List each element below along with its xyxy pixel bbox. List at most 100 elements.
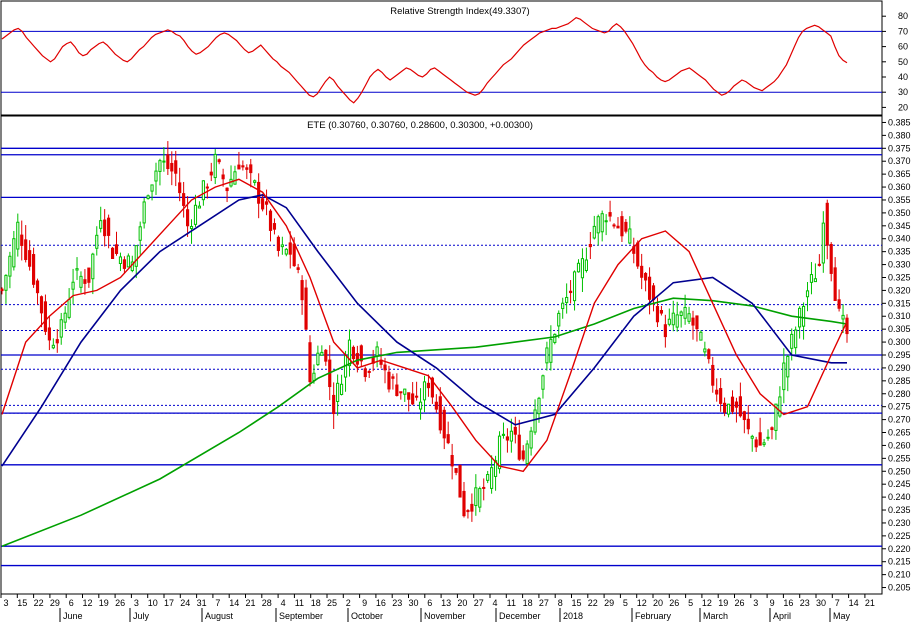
price-tick-label: 0.220 (888, 544, 911, 554)
candle-body (87, 267, 91, 283)
candle-body (182, 193, 186, 206)
candle-body (442, 409, 446, 439)
candle-body (170, 162, 174, 172)
candle-body (95, 234, 99, 249)
x-day-label: 29 (50, 598, 60, 608)
price-tick-label: 0.330 (888, 260, 911, 270)
candle-body (667, 318, 671, 325)
x-day-label: 26 (734, 598, 744, 608)
price-tick-label: 0.340 (888, 234, 911, 244)
candle-body (355, 353, 359, 365)
candle-body (809, 274, 814, 283)
candle-body (99, 220, 103, 229)
candle-body (300, 280, 304, 301)
candle-body (675, 314, 679, 328)
x-day-label: 6 (427, 598, 432, 608)
candle-body (466, 510, 470, 513)
candle-body (446, 434, 450, 444)
price-tick-label: 0.375 (888, 143, 911, 153)
candle-body (711, 364, 715, 386)
candle-body (245, 167, 249, 170)
candle-body (746, 418, 750, 430)
x-day-label: 17 (164, 598, 174, 608)
candle-body (71, 281, 75, 290)
candle-body (596, 216, 600, 234)
candle-body (158, 160, 162, 172)
candle-body (197, 205, 202, 209)
price-tick-label: 0.320 (888, 285, 911, 295)
price-tick-label: 0.280 (888, 389, 911, 399)
candle-body (189, 225, 194, 230)
candle-body (268, 210, 273, 231)
x-month-label: September (279, 611, 323, 621)
candle-body (584, 259, 588, 272)
sma-short-line (1, 178, 848, 473)
candle-body (261, 198, 265, 210)
price-tick-label: 0.250 (888, 466, 911, 476)
candle-body (178, 182, 182, 194)
x-day-label: 22 (34, 598, 44, 608)
candle-body (730, 396, 735, 412)
price-tick-label: 0.255 (888, 453, 911, 463)
candle-body (576, 262, 581, 273)
x-day-label: 16 (783, 598, 793, 608)
candle-body (801, 305, 806, 327)
candle-body (150, 184, 154, 192)
x-month-label: March (703, 611, 728, 621)
candle-body (655, 306, 660, 323)
x-day-label: 13 (441, 598, 451, 608)
price-panel: ETE (0.30760, 0.30760, 0.28600, 0.30300,… (0, 115, 911, 595)
candle-body (517, 434, 521, 460)
candle-body (683, 306, 687, 319)
price-tick-label: 0.315 (888, 298, 911, 308)
candle-body (316, 352, 320, 366)
x-day-label: 5 (688, 598, 693, 608)
rsi-title: Relative Strength Index(49.3307) (390, 6, 529, 17)
candle-body (47, 327, 51, 341)
candle-body (825, 202, 829, 246)
candle-body (651, 285, 656, 301)
candle-body (533, 409, 537, 433)
x-day-label: 15 (571, 598, 581, 608)
price-tick-label: 0.270 (888, 415, 911, 425)
price-y-axis: 0.205 0.210 0.215 0.220 0.225 0.230 0.235 0.240… (882, 117, 911, 593)
x-day-label: 4 (492, 598, 497, 608)
candle-body (32, 254, 36, 285)
price-tick-label: 0.370 (888, 156, 911, 166)
price-tick-label: 0.240 (888, 492, 911, 502)
x-day-label: 24 (180, 598, 190, 608)
candle-body (284, 248, 288, 255)
x-day-label: 3 (3, 598, 8, 608)
candle-body (695, 315, 699, 330)
candle-body (486, 474, 490, 481)
price-tick-label: 0.230 (888, 518, 911, 528)
candle-body (734, 401, 739, 408)
x-day-label: 7 (835, 598, 840, 608)
x-day-label: 12 (702, 598, 712, 608)
price-tick-label: 0.365 (888, 169, 911, 179)
x-day-label: 29 (604, 598, 614, 608)
x-day-label: 28 (262, 598, 272, 608)
candle-body (821, 222, 825, 264)
candle-body (367, 370, 371, 373)
candle-body (497, 435, 502, 470)
candle-body (813, 278, 817, 283)
sma-mid-line (1, 193, 847, 467)
candle-body (304, 287, 308, 330)
x-day-label: 23 (800, 598, 810, 608)
x-day-label: 19 (718, 598, 728, 608)
x-day-label: 23 (392, 598, 402, 608)
candle-body (493, 460, 498, 477)
x-day-label: 11 (507, 598, 516, 608)
x-day-label: 18 (311, 598, 321, 608)
candle-body (280, 244, 284, 248)
price-tick-label: 0.335 (888, 247, 911, 257)
price-tick-label: 0.300 (888, 337, 911, 347)
candle-body (122, 259, 126, 269)
candle-body (308, 342, 312, 383)
candle-body (110, 247, 115, 259)
candle-body (557, 312, 561, 327)
candle-body (715, 389, 719, 395)
candle-body (624, 221, 628, 232)
candle-body (43, 301, 48, 332)
